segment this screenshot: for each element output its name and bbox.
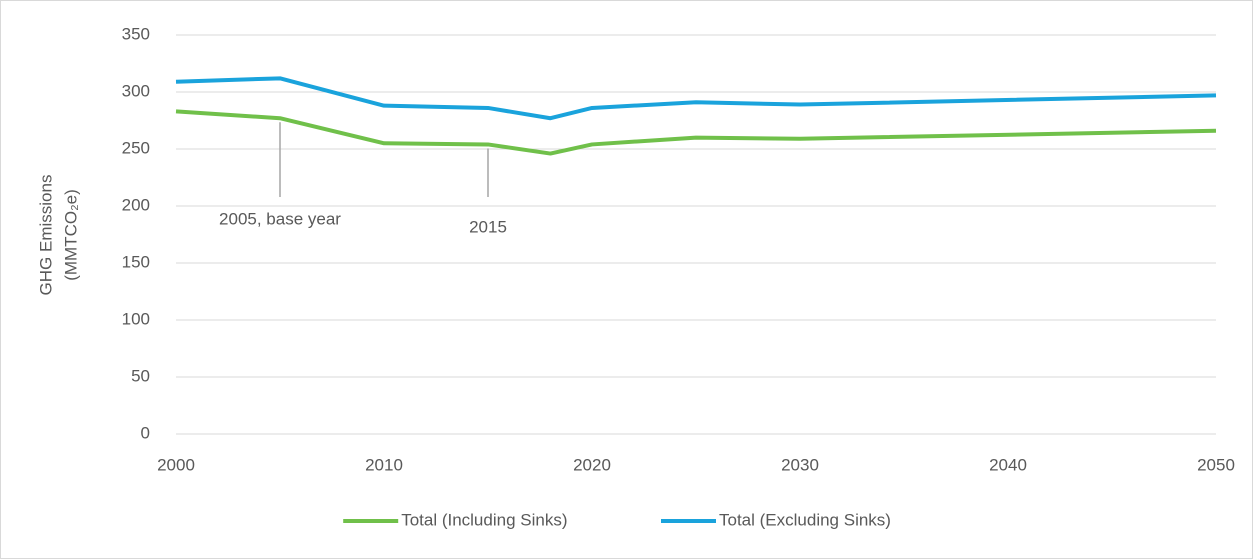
annotation-label: 2015: [469, 217, 507, 236]
y-tick-label: 350: [122, 24, 150, 43]
series-line: [175, 109, 1217, 156]
y-tick-label: 0: [141, 423, 150, 442]
x-tick-label: 2040: [989, 455, 1027, 474]
legend-label: Total (Excluding Sinks): [719, 510, 891, 529]
annotation-label: 2005, base year: [219, 209, 341, 228]
x-tick-label: 2050: [1197, 455, 1235, 474]
legend-label: Total (Including Sinks): [401, 510, 567, 529]
y-tick-label: 50: [131, 366, 150, 385]
y-axis-label: GHG Emissions: [36, 175, 55, 296]
y-tick-label: 150: [122, 252, 150, 271]
x-tick-label: 2020: [573, 455, 611, 474]
y-axis-label: (MMTCO₂e): [61, 189, 80, 281]
x-tick-label: 2000: [157, 455, 195, 474]
y-tick-label: 200: [122, 195, 150, 214]
series-line: [175, 76, 1217, 121]
y-tick-label: 250: [122, 138, 150, 157]
x-tick-label: 2010: [365, 455, 403, 474]
y-tick-label: 300: [122, 81, 150, 100]
y-tick-label: 100: [122, 309, 150, 328]
x-tick-label: 2030: [781, 455, 819, 474]
